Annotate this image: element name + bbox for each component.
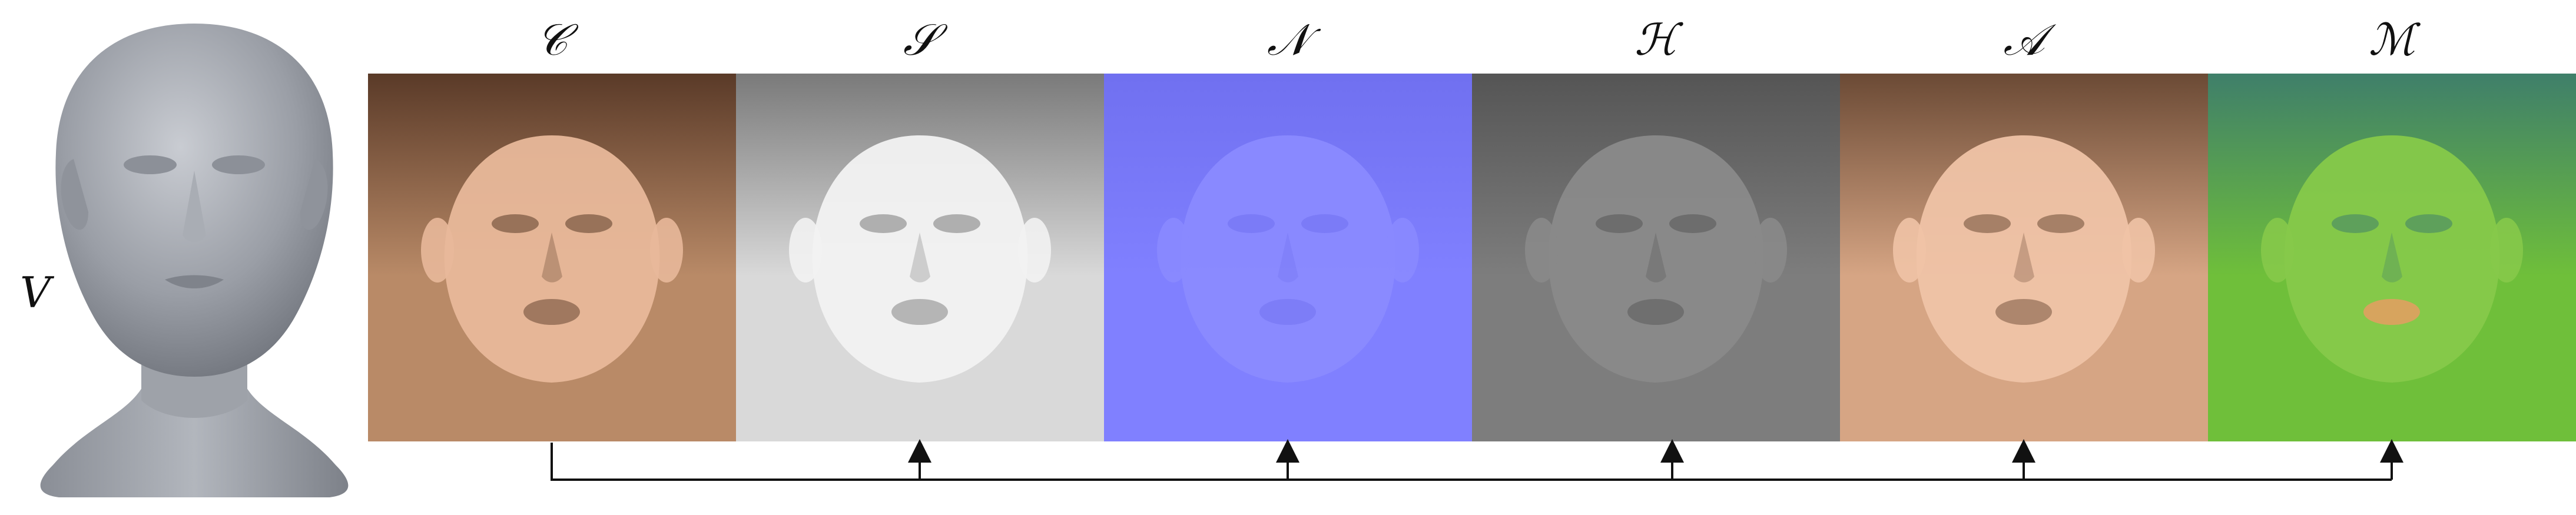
arrow-trunk: [551, 443, 2392, 481]
specular-map-face-icon: [736, 74, 1104, 441]
face-layout: [421, 135, 683, 383]
texture-tile-specular: [736, 74, 1104, 441]
head-mesh-icon: [40, 24, 349, 497]
map-symbol-height: ℋ: [1634, 15, 1678, 65]
texture-tile-height: [1472, 74, 1840, 441]
map-symbol-normal: 𝒩: [1267, 15, 1309, 65]
texture-tile-normal: [1104, 74, 1472, 441]
face-layout: [1893, 135, 2155, 383]
texture-tile-material: [2208, 74, 2576, 441]
color-map-face-icon: [368, 74, 736, 441]
face-layout: [1157, 135, 1419, 383]
albedo-map-face-icon: [1840, 74, 2208, 441]
height-map-face-icon: [1472, 74, 1840, 441]
face-layout: [2261, 135, 2523, 383]
material-map-face-icon: [2208, 74, 2576, 441]
map-symbol-specular: 𝒮: [903, 15, 937, 65]
face-layout: [1525, 135, 1787, 383]
face-layout: [789, 135, 1051, 383]
mesh-label: V: [20, 268, 51, 317]
texture-tile-color: [368, 74, 736, 441]
map-symbol-material: ℳ: [2368, 15, 2416, 65]
texture-tile-albedo: [1840, 74, 2208, 441]
map-symbol-color: 𝒞: [536, 15, 568, 65]
normal-map-face-icon: [1104, 74, 1472, 441]
map-symbol-albedo: 𝒜: [2003, 15, 2045, 65]
